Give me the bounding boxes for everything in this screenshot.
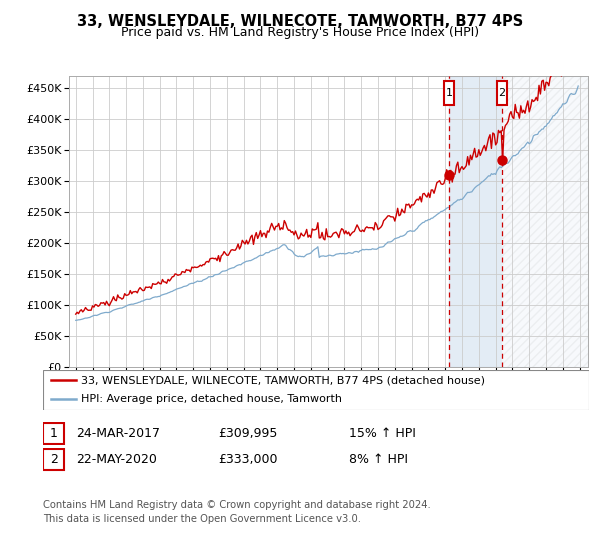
FancyBboxPatch shape [497, 81, 507, 105]
FancyBboxPatch shape [43, 423, 64, 444]
FancyBboxPatch shape [445, 81, 454, 105]
Bar [449, 76, 502, 367]
Text: 15% ↑ HPI: 15% ↑ HPI [349, 427, 416, 440]
Text: HPI: Average price, detached house, Tamworth: HPI: Average price, detached house, Tamw… [82, 394, 343, 404]
Text: £309,995: £309,995 [218, 427, 277, 440]
Text: 33, WENSLEYDALE, WILNECOTE, TAMWORTH, B77 4PS: 33, WENSLEYDALE, WILNECOTE, TAMWORTH, B7… [77, 14, 523, 29]
Bar [502, 76, 588, 367]
Text: 33, WENSLEYDALE, WILNECOTE, TAMWORTH, B77 4PS (detached house): 33, WENSLEYDALE, WILNECOTE, TAMWORTH, B7… [82, 376, 485, 385]
Text: 2: 2 [50, 453, 58, 466]
Text: 24-MAR-2017: 24-MAR-2017 [76, 427, 160, 440]
Text: £333,000: £333,000 [218, 453, 277, 466]
Text: 2: 2 [499, 88, 506, 98]
Text: Price paid vs. HM Land Registry's House Price Index (HPI): Price paid vs. HM Land Registry's House … [121, 26, 479, 39]
Text: 22-MAY-2020: 22-MAY-2020 [76, 453, 157, 466]
Bar [502, 76, 588, 367]
Text: Contains HM Land Registry data © Crown copyright and database right 2024.: Contains HM Land Registry data © Crown c… [43, 500, 431, 510]
Text: This data is licensed under the Open Government Licence v3.0.: This data is licensed under the Open Gov… [43, 514, 361, 524]
Bar [502, 76, 588, 367]
FancyBboxPatch shape [43, 370, 589, 410]
FancyBboxPatch shape [43, 449, 64, 470]
Text: 1: 1 [446, 88, 452, 98]
Text: 8% ↑ HPI: 8% ↑ HPI [349, 453, 408, 466]
Text: 1: 1 [50, 427, 58, 440]
